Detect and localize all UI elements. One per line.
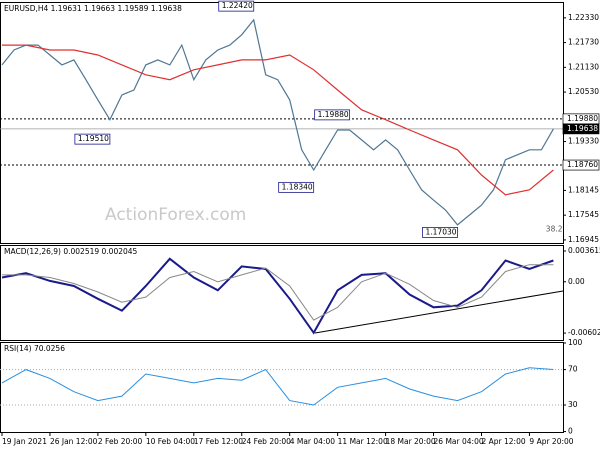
level-label: 1.19638 [567, 124, 598, 133]
trend-line [314, 290, 564, 334]
x-tick-label: 2 Feb 20:00 [98, 437, 143, 446]
panel-frame [0, 245, 564, 341]
price-annotation: 1.17030 [426, 227, 457, 236]
y-tick-label: 1.21730 [568, 38, 599, 47]
series-line [2, 44, 554, 196]
panel-title: MACD(12,26,9) 0.002519 0.002045 [4, 247, 138, 256]
y-tick-label: -0.006026 [568, 328, 600, 337]
price-annotation-box [422, 227, 458, 238]
level-label: 1.18760 [567, 160, 598, 169]
x-tick-label: 26 Mar 04:00 [434, 437, 484, 446]
series-line [1, 367, 554, 406]
series-line [2, 264, 554, 321]
y-tick-label: 1.20530 [568, 87, 599, 96]
x-tick-label: 26 Jan 12:00 [50, 437, 98, 446]
level-label: 1.19880 [567, 114, 598, 123]
x-tick-label: 10 Feb 04:00 [146, 437, 195, 446]
y-tick-label: 1.19330 [568, 137, 599, 146]
price-annotation-box [74, 133, 111, 145]
y-tick-label: 1.22330 [568, 13, 599, 22]
x-tick-label: 17 Feb 12:00 [194, 437, 243, 446]
series-line [1, 18, 554, 226]
x-tick-label: 11 Mar 12:00 [338, 437, 388, 446]
y-tick-label: 100 [568, 338, 583, 347]
y-tick-label: 0.003615 [568, 246, 600, 255]
price-annotation-box [218, 0, 255, 12]
x-tick-label: 4 Mar 04:00 [290, 437, 336, 446]
x-tick-label: 24 Feb 20:00 [242, 437, 291, 446]
price-annotation-box [314, 109, 351, 121]
x-tick-label: 2 Apr 12:00 [481, 437, 525, 446]
y-tick-label: 1.21130 [568, 62, 599, 71]
price-annotation-box [278, 181, 315, 193]
y-tick-label: 0.00 [568, 277, 585, 286]
level-box [562, 159, 600, 171]
x-tick-label: 19 Jan 2021 [2, 437, 47, 446]
price-annotation: 1.22420 [222, 1, 253, 10]
price-annotation: 1.19510 [78, 134, 109, 143]
panel-title: EURUSD,H4 1.19631 1.19663 1.19589 1.1963… [4, 4, 182, 13]
price-annotation: 1.18340 [282, 182, 313, 191]
y-tick-label: 30 [568, 400, 578, 409]
watermark: ActionForex.com [105, 205, 246, 225]
panel-title: RSI(14) 70.0256 [4, 344, 65, 353]
panel-frame [0, 342, 564, 433]
x-tick-label: 9 Apr 20:00 [529, 437, 573, 446]
fib-label: 38.2 [546, 224, 563, 233]
series-line [1, 257, 554, 335]
y-tick-label: 1.16945 [568, 235, 599, 244]
x-tick-label: 18 Mar 20:00 [386, 437, 436, 446]
y-tick-label: 1.17545 [568, 210, 599, 219]
y-tick-label: 0 [568, 427, 573, 436]
level-box [562, 123, 600, 135]
y-tick-label: 70 [568, 365, 578, 374]
price-annotation: 1.19880 [318, 110, 349, 119]
y-tick-label: 1.18145 [568, 185, 599, 194]
